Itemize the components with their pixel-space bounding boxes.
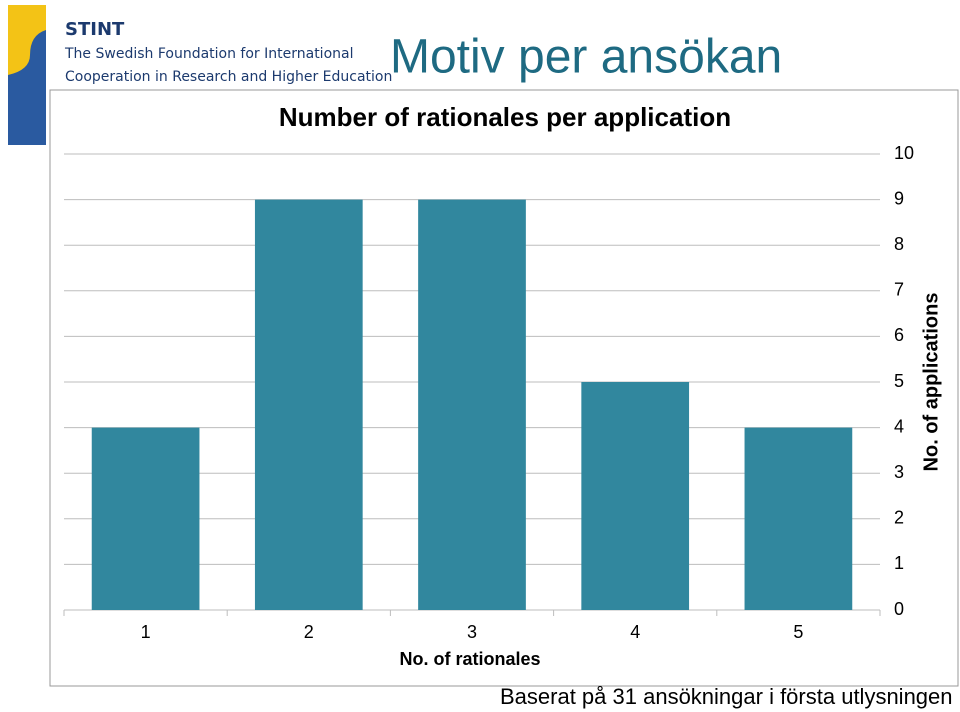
bar bbox=[418, 199, 526, 610]
x-tick-label: 1 bbox=[141, 622, 151, 642]
x-tick-label: 5 bbox=[793, 622, 803, 642]
logo-text: Cooperation in Research and Higher Educa… bbox=[65, 69, 392, 85]
y-tick-label: 6 bbox=[894, 325, 904, 345]
chart-title: Number of rationales per application bbox=[279, 102, 731, 132]
y-axis-label: No. of applications bbox=[920, 293, 942, 472]
x-tick-label: 3 bbox=[467, 622, 477, 642]
bar bbox=[744, 427, 853, 610]
x-tick-label: 4 bbox=[630, 622, 640, 642]
y-tick-label: 1 bbox=[894, 553, 904, 573]
y-tick-label: 5 bbox=[894, 371, 904, 391]
bar bbox=[254, 199, 363, 610]
bar bbox=[581, 382, 690, 610]
y-tick-label: 10 bbox=[894, 143, 914, 163]
y-tick-label: 0 bbox=[894, 599, 904, 619]
slide-title: Motiv per ansökan bbox=[390, 31, 782, 84]
y-tick-label: 7 bbox=[894, 280, 904, 300]
y-tick-label: 8 bbox=[894, 234, 904, 254]
logo-text: The Swedish Foundation for International bbox=[64, 46, 353, 62]
bar bbox=[91, 427, 200, 610]
x-tick-label: 2 bbox=[304, 622, 314, 642]
y-tick-label: 3 bbox=[894, 462, 904, 482]
x-axis-label: No. of rationales bbox=[399, 649, 540, 669]
y-tick-label: 2 bbox=[894, 508, 904, 528]
logo-name: STINT bbox=[65, 19, 125, 40]
y-tick-label: 9 bbox=[894, 188, 904, 208]
footer: Baserat på 31 ansökningar i första utlys… bbox=[500, 684, 953, 709]
y-tick-label: 4 bbox=[894, 416, 904, 436]
logo-accent bbox=[8, 5, 46, 75]
